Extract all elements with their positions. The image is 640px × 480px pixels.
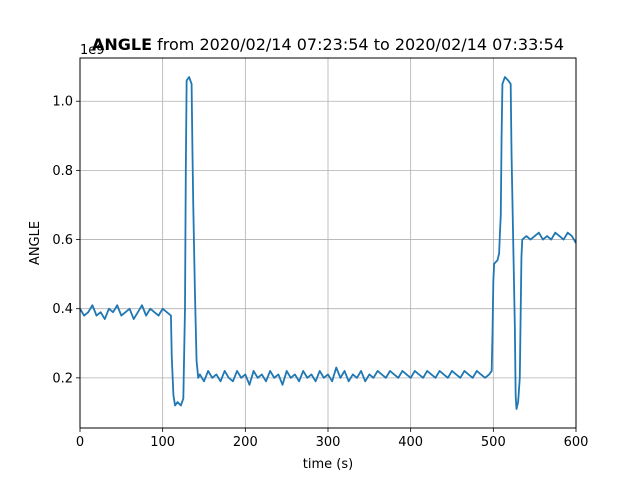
x-tick-label: 300 xyxy=(316,435,341,450)
x-tick-label: 400 xyxy=(398,435,423,450)
chart-title: ANGLE from 2020/02/14 07:23:54 to 2020/0… xyxy=(92,35,564,54)
y-tick-label: 0.8 xyxy=(52,164,73,179)
x-tick-label: 500 xyxy=(481,435,506,450)
chart-title-bold: ANGLE xyxy=(92,35,152,54)
y-axis-label: ANGLE xyxy=(28,221,43,265)
y-tick-label: 0.2 xyxy=(52,371,73,386)
x-tick-label: 0 xyxy=(76,435,84,450)
x-tick-label: 600 xyxy=(564,435,589,450)
x-axis-ticks: 0 100 200 300 400 500 600 xyxy=(76,428,589,450)
angle-series-line xyxy=(79,76,577,410)
y-tick-label: 0.6 xyxy=(52,233,73,248)
y-tick-label: 0.4 xyxy=(52,302,73,317)
series-line xyxy=(79,76,577,410)
x-tick-label: 100 xyxy=(150,435,175,450)
x-axis-label: time (s) xyxy=(303,457,353,472)
x-tick-label: 200 xyxy=(233,435,258,450)
chart-title-rest: from 2020/02/14 07:23:54 to 2020/02/14 0… xyxy=(152,35,564,54)
y-offset-text: 1e9 xyxy=(80,43,105,58)
y-tick-label: 1.0 xyxy=(52,95,73,110)
y-axis-ticks: 0.2 0.4 0.6 0.8 1.0 xyxy=(52,95,80,386)
